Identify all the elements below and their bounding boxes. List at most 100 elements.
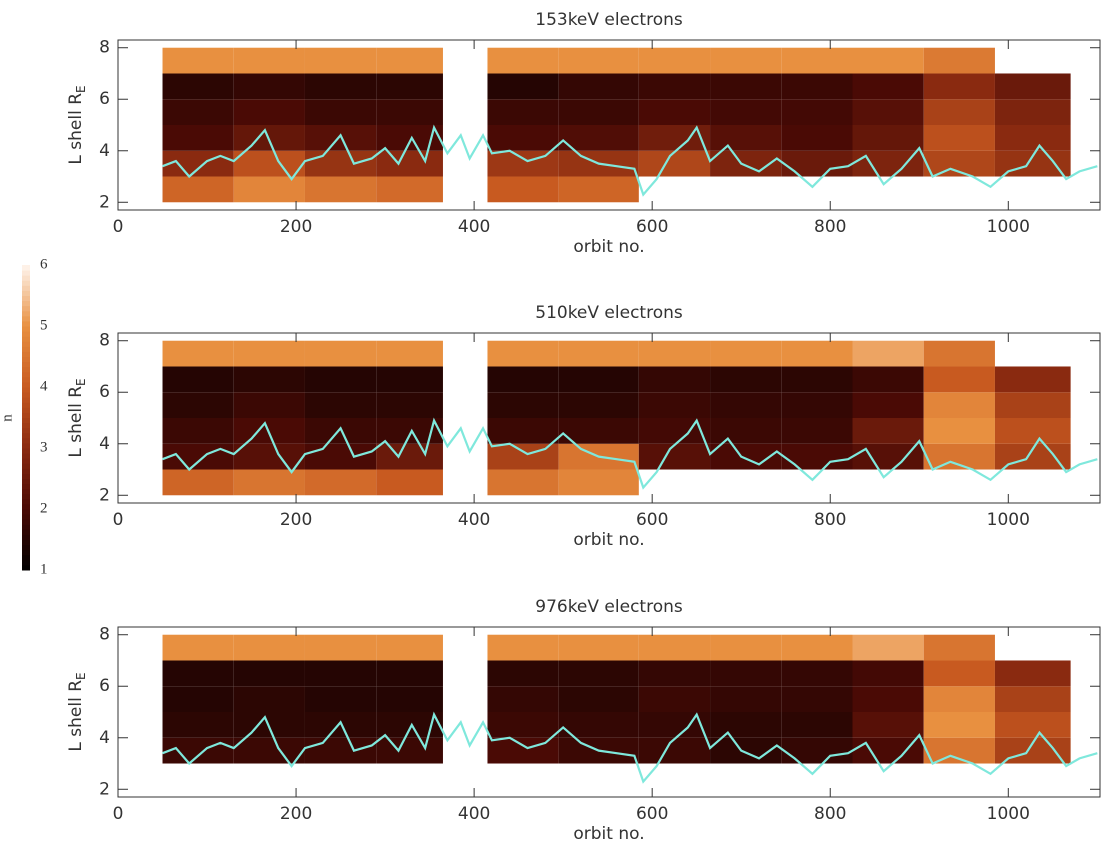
heat-cell (376, 469, 443, 496)
colorbar-swatch (22, 361, 30, 368)
heat-cell (162, 443, 234, 470)
heat-cell (162, 176, 234, 203)
heat-cell (304, 737, 377, 764)
heat-cell (233, 634, 305, 661)
heat-cell (710, 392, 782, 418)
heat-cell (558, 176, 639, 203)
panel-title: 510keV electrons (535, 303, 683, 323)
heat-cell (781, 634, 853, 661)
colorbar-swatch (22, 341, 30, 347)
colorbar-swatch (22, 265, 30, 271)
heat-cell (781, 443, 853, 470)
heat-cell (710, 340, 782, 367)
heat-cell (162, 150, 234, 177)
heat-cell (304, 660, 377, 687)
colorbar: 1 2 3 4 5 6 n (0, 256, 48, 577)
heat-cell (852, 47, 924, 74)
x-tick-label: 200 (280, 217, 312, 237)
heat-cell (558, 634, 639, 661)
heat-cell (710, 99, 782, 125)
heat-cell (923, 686, 995, 712)
colorbar-swatch (22, 407, 30, 413)
colorbar-swatch (22, 315, 30, 322)
heat-cell (710, 686, 782, 712)
colorbar-label: n (0, 414, 15, 422)
plot-frame (117, 39, 1101, 211)
heat-cell (558, 469, 639, 496)
plot-frame (117, 626, 1101, 798)
colorbar-swatch (22, 549, 30, 556)
heat-cell (162, 686, 234, 712)
heat-cell (781, 686, 853, 712)
colorbar-swatch (22, 300, 30, 307)
heat-cell (376, 634, 443, 661)
heat-cell (710, 418, 782, 444)
colorbar-swatch (22, 320, 30, 327)
heat-cell (558, 340, 639, 367)
heat-cell (558, 73, 639, 100)
y-tick-label: 4 (99, 728, 110, 748)
heat-cell (162, 99, 234, 125)
colorbar-tick-label: 4 (40, 378, 48, 394)
heat-cell (852, 73, 924, 100)
heat-cell (376, 686, 443, 712)
colorbar-swatch (22, 331, 30, 337)
colorbar-tick-label: 3 (40, 439, 48, 455)
y-tick-label: 6 (99, 89, 110, 109)
x-axis-label: orbit no. (573, 530, 644, 550)
heat-cell (376, 73, 443, 100)
heat-cell (487, 47, 559, 74)
y-axis-label: L shell RE (66, 85, 88, 164)
heat-cell (304, 469, 377, 496)
x-tick-label: 600 (636, 804, 668, 824)
colorbar-swatch (22, 351, 30, 357)
heat-cell (852, 150, 924, 177)
heat-cell (487, 634, 559, 661)
y-tick-label: 4 (99, 434, 110, 454)
heat-cell (781, 125, 853, 151)
y-tick-label: 2 (99, 485, 110, 505)
panel-title: 153keV electrons (535, 10, 683, 30)
colorbar-swatch (22, 371, 30, 378)
colorbar-swatch (22, 417, 30, 424)
y-axis-label-main: L shell R (66, 680, 86, 752)
heat-cell (558, 366, 639, 393)
colorbar-swatch (22, 488, 30, 495)
heat-cell (710, 712, 782, 738)
heat-cell (162, 737, 234, 764)
colorbar-swatch (22, 402, 30, 408)
heat-cell (781, 737, 853, 764)
colorbar-swatch (22, 387, 30, 393)
heat-cell (994, 125, 1071, 151)
heat-cell (923, 125, 995, 151)
colorbar-tick-label: 6 (40, 256, 48, 272)
heat-cell (852, 686, 924, 712)
heat-cell (781, 99, 853, 125)
heat-cell (304, 150, 377, 177)
x-tick-label: 800 (814, 510, 846, 530)
colorbar-swatch (22, 529, 30, 535)
x-tick-label: 0 (113, 510, 124, 530)
heat-cell (233, 686, 305, 712)
heat-cell (233, 469, 305, 496)
heat-cell (781, 418, 853, 444)
heat-cell (852, 366, 924, 393)
colorbar-swatch (22, 280, 30, 286)
heat-cell (162, 73, 234, 100)
heat-cell (852, 443, 924, 470)
heat-cell (638, 660, 711, 687)
heat-cell (638, 737, 711, 764)
heat-cell (852, 392, 924, 418)
x-tick-label: 800 (814, 217, 846, 237)
heat-cell (852, 340, 924, 367)
colorbar-tick-label: 1 (40, 561, 48, 577)
colorbar-swatch (22, 544, 30, 551)
colorbar-swatch (22, 534, 30, 540)
colorbar-swatch (22, 539, 30, 546)
heat-cell (994, 712, 1071, 738)
y-axis-label-sub: E (74, 672, 88, 680)
heat-cell (638, 47, 711, 74)
heat-cell (376, 99, 443, 125)
heat-cell (781, 47, 853, 74)
colorbar-swatch (22, 412, 30, 418)
